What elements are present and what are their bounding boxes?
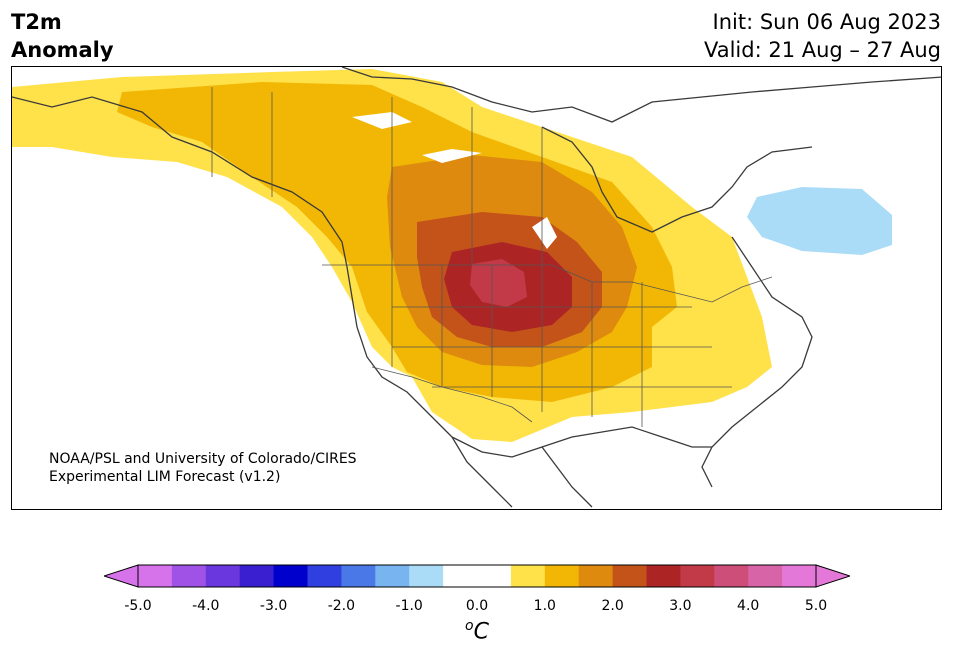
init-date: Init: Sun 06 Aug 2023 bbox=[712, 10, 941, 34]
colorbar-swatch bbox=[205, 565, 241, 587]
colorbar-swatch bbox=[409, 565, 444, 587]
colorbar-tick-label: -5.0 bbox=[124, 598, 152, 614]
hudson-bay bbox=[541, 126, 813, 233]
credit-text: NOAA/PSL and University of Colorado/CIRE… bbox=[49, 450, 357, 486]
colorbar-swatch bbox=[646, 565, 681, 587]
anomaly-map: NOAA/PSL and University of Colorado/CIRE… bbox=[11, 66, 942, 510]
colorbar-swatch bbox=[477, 565, 512, 587]
colorbar-tick-label: 4.0 bbox=[737, 598, 760, 614]
forecast-dates: Init: Sun 06 Aug 2023 Valid: 21 Aug – 27… bbox=[704, 8, 941, 64]
unit-degree: o bbox=[465, 618, 474, 634]
colorbar-tick-label: -2.0 bbox=[327, 598, 356, 614]
title-type: Anomaly bbox=[11, 38, 114, 62]
colorbar-swatch bbox=[171, 565, 207, 587]
state-lines bbox=[391, 265, 732, 427]
coastline-north bbox=[341, 67, 941, 123]
unit-celsius: C bbox=[473, 619, 489, 645]
border-us-canada bbox=[322, 264, 773, 303]
colorbar-tick-label: -1.0 bbox=[395, 598, 423, 614]
colorbar-swatch bbox=[510, 565, 546, 587]
colorbar-tick-label: 2.0 bbox=[601, 598, 624, 614]
province-lines bbox=[211, 87, 543, 265]
colorbar-swatch bbox=[307, 565, 342, 587]
colorbar-extend-min bbox=[102, 564, 139, 588]
border-us-mexico bbox=[371, 366, 533, 423]
colorbar bbox=[102, 564, 852, 588]
colorbar-svg bbox=[102, 564, 852, 588]
colorbar-swatch bbox=[341, 565, 376, 587]
colorbar-swatch bbox=[782, 565, 817, 587]
colorbar-swatch bbox=[748, 565, 783, 587]
anomaly-zone-cool bbox=[747, 187, 892, 255]
colorbar-swatch bbox=[443, 565, 478, 587]
colorbar-swatch bbox=[680, 565, 715, 587]
colorbar-swatch bbox=[612, 565, 647, 587]
colorbar-tick-label: -4.0 bbox=[192, 598, 220, 614]
colorbar-swatch bbox=[375, 565, 410, 587]
title-variable: T2m bbox=[11, 10, 62, 34]
valid-range: Valid: 21 Aug – 27 Aug bbox=[703, 38, 941, 62]
credit-line-2: Experimental LIM Forecast (v1.2) bbox=[49, 469, 281, 485]
colorbar-tick-label: 5.0 bbox=[804, 598, 828, 614]
colorbar-frame bbox=[137, 564, 817, 588]
colorbar-swatch bbox=[138, 565, 173, 587]
colorbar-extend-max bbox=[815, 564, 852, 588]
map-svg bbox=[12, 67, 941, 508]
anomaly-zone-3-0 bbox=[470, 259, 527, 307]
colorbar-tick-label: 1.0 bbox=[533, 598, 556, 614]
coastline-west bbox=[12, 96, 453, 438]
credit-line-1: NOAA/PSL and University of Colorado/CIRE… bbox=[49, 451, 357, 467]
colorbar-swatch bbox=[578, 565, 614, 587]
colorbar-swatch bbox=[273, 565, 308, 587]
colorbar-tick-label: 0.0 bbox=[465, 598, 489, 614]
colorbar-swatch bbox=[544, 565, 580, 587]
colorbar-tick-label: 3.0 bbox=[669, 598, 692, 614]
colorbar-swatch bbox=[714, 565, 749, 587]
map-title: T2m Anomaly bbox=[11, 8, 114, 64]
colorbar-tick-label: -3.0 bbox=[259, 598, 288, 614]
coastline-east bbox=[701, 236, 813, 488]
mexico-coast bbox=[451, 436, 593, 508]
colorbar-swatch bbox=[239, 565, 275, 587]
gulf-coast bbox=[451, 426, 712, 458]
unit-label: oC bbox=[465, 618, 489, 644]
